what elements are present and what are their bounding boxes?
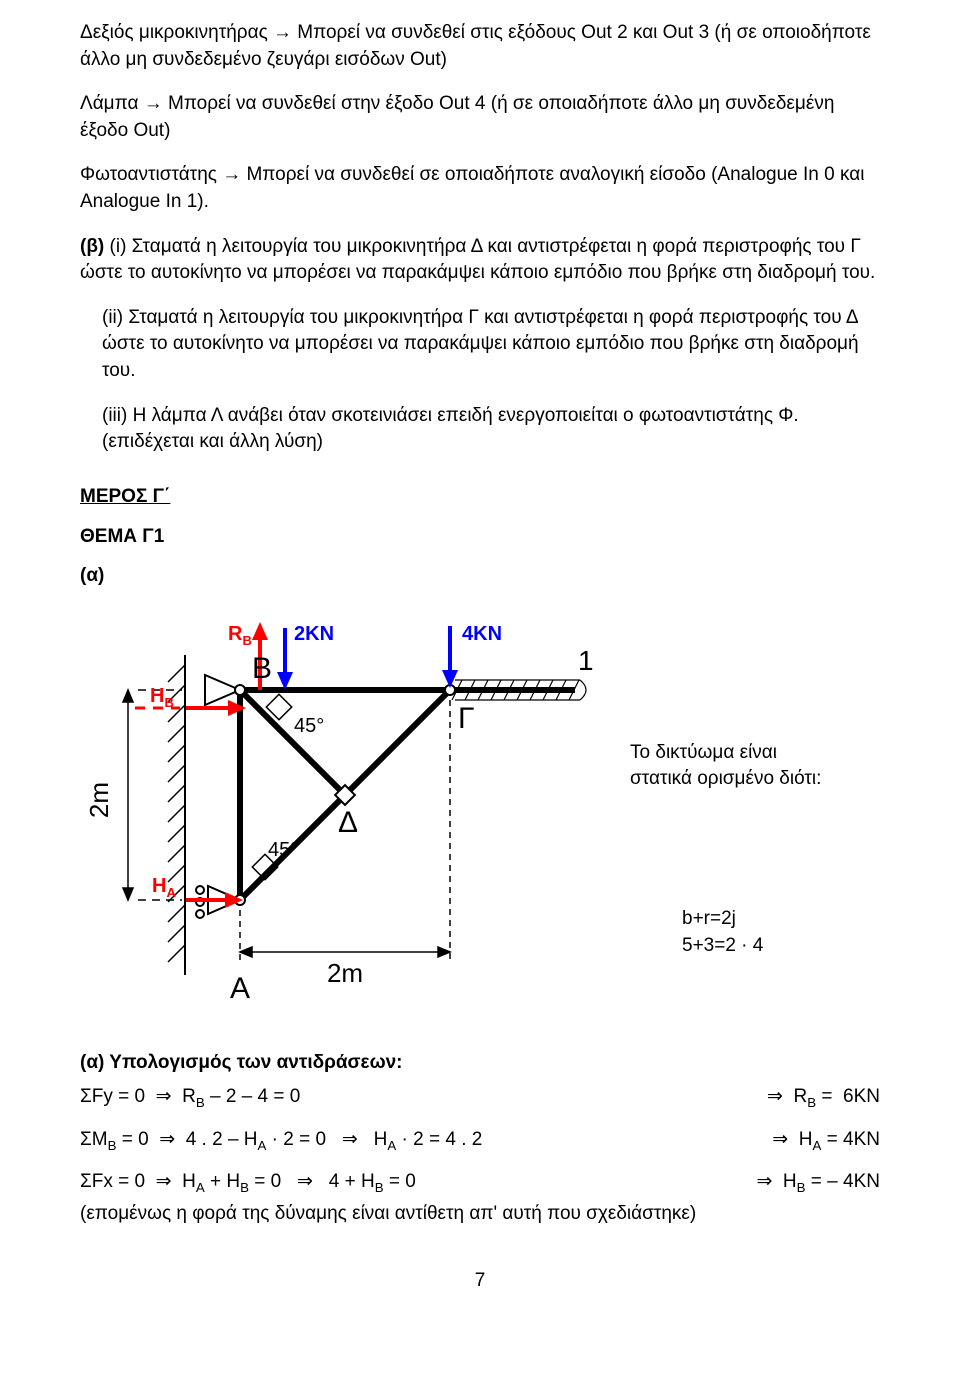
beta-lead: (β) bbox=[80, 236, 110, 257]
label-Delta: Δ bbox=[338, 806, 358, 839]
page-number: 7 bbox=[80, 1268, 880, 1295]
side-note-2a: b+r=2j bbox=[682, 906, 821, 933]
calc-line-2: ΣΜB = 0 ⇒ 4 . 2 – HA · 2 = 0 ⇒ HA · 2 = … bbox=[80, 1127, 880, 1155]
label-4kn: 4KN bbox=[462, 623, 502, 645]
alpha-label: (α) bbox=[80, 563, 120, 590]
theme-c1: ΘΕΜΑ Γ1 bbox=[80, 524, 880, 551]
intro-para-3: Φωτοαντιστάτης → Μπορεί να συνδεθεί σε ο… bbox=[80, 162, 880, 215]
side-note-1b: στατικά ορισμένο διότι: bbox=[630, 766, 821, 793]
beta-i: (i) Σταματά η λειτουργία του μικροκινητή… bbox=[80, 236, 875, 284]
calc-title: (α) Υπολογισμός των αντιδράσεων: bbox=[80, 1050, 880, 1077]
label-HB: HB bbox=[150, 685, 174, 710]
label-2kn: 2KN bbox=[294, 623, 334, 645]
calc-line-1: ΣFy = 0 ⇒ RB – 2 – 4 = 0 ⇒ RB = 6KN bbox=[80, 1084, 880, 1112]
calc-block: (α) Υπολογισμός των αντιδράσεων: ΣFy = 0… bbox=[80, 1050, 880, 1228]
label-1: 1 bbox=[578, 645, 594, 676]
dim-2m-v: 2m bbox=[84, 781, 114, 817]
beta-block: (β) (i) Σταματά η λειτουργία του μικροκι… bbox=[80, 234, 880, 287]
side-note-2: b+r=2j 5+3=2 · 4 bbox=[630, 906, 821, 959]
side-note-1: Το δικτύωμα είναι στατικά ορισμένο διότι… bbox=[630, 740, 821, 793]
alpha-row: (α) bbox=[80, 563, 880, 590]
truss-diagram: 2m 2m bbox=[80, 600, 600, 1020]
label-A: A bbox=[230, 972, 250, 1005]
beta-ii: (ii) Σταματά η λειτουργία του μικροκινητ… bbox=[80, 305, 880, 385]
calc-line-3: ΣFx = 0 ⇒ HA + HB = 0 ⇒ 4 + HB = 0 ⇒ HB … bbox=[80, 1169, 880, 1197]
dim-2m-h: 2m bbox=[327, 958, 363, 988]
truss-svg: 2m 2m bbox=[80, 600, 600, 1020]
side-note-1a: Το δικτύωμα είναι bbox=[630, 740, 821, 767]
label-Gamma: Γ bbox=[458, 702, 475, 735]
calc-1-left: ΣFy = 0 ⇒ RB – 2 – 4 = 0 bbox=[80, 1084, 300, 1112]
intro-para-1: Δεξιός μικροκινητήρας → Μπορεί να συνδεθ… bbox=[80, 20, 880, 73]
calc-3-left: ΣFx = 0 ⇒ HA + HB = 0 ⇒ 4 + HB = 0 bbox=[80, 1169, 416, 1197]
side-notes: Το δικτύωμα είναι στατικά ορισμένο διότι… bbox=[600, 600, 821, 960]
intro-para-2: Λάμπα → Μπορεί να συνδεθεί στην έξοδο Ou… bbox=[80, 91, 880, 144]
diagram-row: 2m 2m bbox=[80, 600, 880, 1020]
calc-2-right: ⇒ HA = 4KN bbox=[752, 1127, 880, 1155]
beta-iii: (iii) Η λάμπα Λ ανάβει όταν σκοτεινιάσει… bbox=[80, 403, 880, 456]
section-c-heading: ΜΕΡΟΣ Γ΄ bbox=[80, 484, 880, 511]
label-B: B bbox=[252, 652, 272, 685]
label-HA: HA bbox=[152, 875, 176, 900]
label-45a: 45° bbox=[294, 715, 324, 737]
calc-2-left: ΣΜB = 0 ⇒ 4 . 2 – HA · 2 = 0 ⇒ HA · 2 = … bbox=[80, 1127, 482, 1155]
calc-1-right: ⇒ RB = 6KN bbox=[747, 1084, 880, 1112]
side-note-2b: 5+3=2 · 4 bbox=[682, 933, 821, 960]
label-RB: RB bbox=[228, 623, 252, 648]
label-45b: 45° bbox=[268, 839, 298, 861]
calc-3-right: ⇒ HB = – 4KN bbox=[736, 1169, 880, 1197]
calc-3-below: (επομένως η φορά της δύναμης είναι αντίθ… bbox=[80, 1201, 880, 1228]
